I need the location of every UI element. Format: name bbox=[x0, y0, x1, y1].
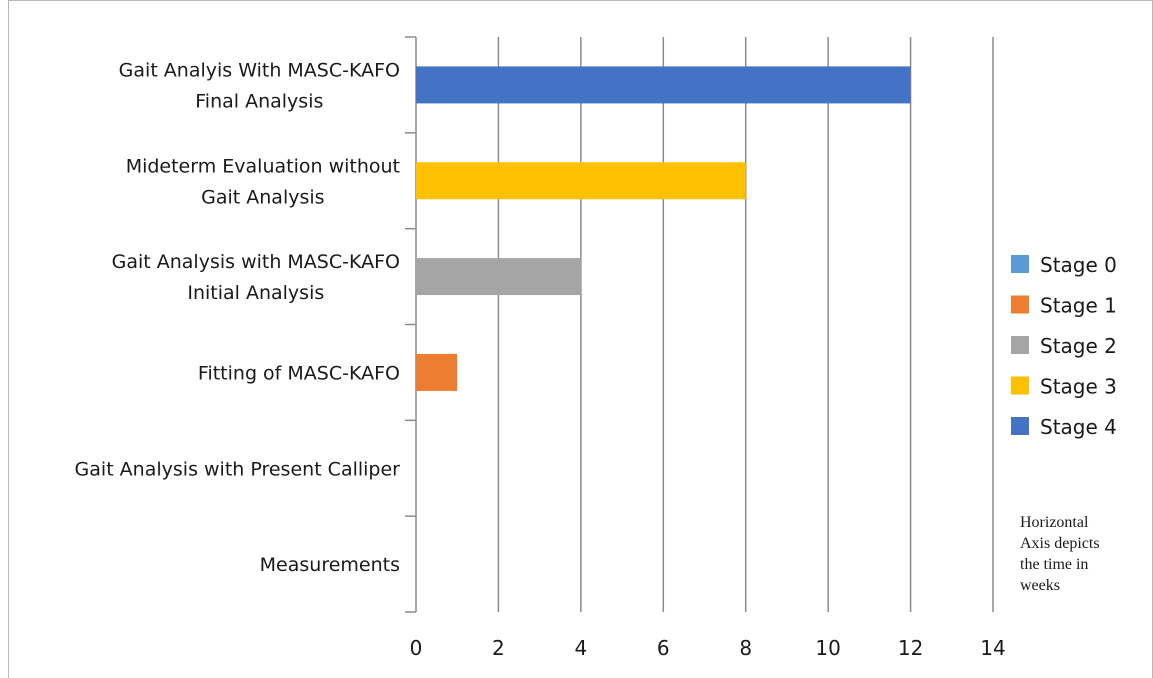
category-label: Initial Analysis bbox=[187, 282, 324, 304]
legend-label: Stage 2 bbox=[1040, 334, 1117, 358]
legend-label: Stage 3 bbox=[1040, 375, 1117, 399]
bar-3 bbox=[416, 353, 458, 391]
x-tick-label: 0 bbox=[410, 636, 423, 660]
legend-label: Stage 4 bbox=[1040, 415, 1117, 439]
bar-1 bbox=[416, 162, 746, 200]
category-label: Gait Analysis with Present Calliper bbox=[75, 458, 401, 480]
category-label: Measurements bbox=[260, 554, 400, 576]
category-label: Gait Analysis bbox=[201, 186, 324, 208]
legend-swatch bbox=[1011, 255, 1029, 273]
legend-swatch bbox=[1011, 336, 1029, 354]
x-tick-label: 8 bbox=[739, 636, 752, 660]
category-label: Gait Analysis with MASC-KAFO bbox=[112, 251, 400, 273]
x-tick-label: 12 bbox=[898, 636, 923, 660]
category-labels: Gait Analyis With MASC-KAFO Final Analysi… bbox=[75, 59, 401, 576]
x-tick-label: 4 bbox=[574, 636, 587, 660]
category-label: Mideterm Evaluation without bbox=[126, 155, 400, 177]
x-tick-label: 2 bbox=[492, 636, 505, 660]
category-label: Fitting of MASC-KAFO bbox=[198, 362, 400, 384]
gridlines bbox=[405, 36, 994, 613]
category-label: Gait Analyis With MASC-KAFO bbox=[119, 59, 400, 81]
legend-swatch bbox=[1011, 295, 1029, 314]
legend-swatch bbox=[1011, 417, 1029, 435]
legend-label: Stage 0 bbox=[1040, 253, 1117, 277]
axis-annotation: Horizontal Axis depicts the time in weeks bbox=[1020, 514, 1100, 594]
category-label: Final Analysis bbox=[195, 90, 323, 112]
x-tick-label: 10 bbox=[815, 636, 840, 660]
legend-label: Stage 1 bbox=[1040, 294, 1117, 318]
legend-swatch bbox=[1011, 376, 1029, 395]
x-tick-labels: 0 2 4 6 8 10 12 14 bbox=[410, 636, 1006, 660]
x-tick-label: 6 bbox=[657, 636, 670, 660]
bar-2 bbox=[416, 258, 581, 296]
x-tick-label: 14 bbox=[980, 636, 1005, 660]
bars bbox=[416, 66, 911, 391]
legend: Stage 0 Stage 1 Stage 2 Stage 3 Stage 4 bbox=[1011, 253, 1117, 439]
bar-0 bbox=[416, 66, 911, 104]
